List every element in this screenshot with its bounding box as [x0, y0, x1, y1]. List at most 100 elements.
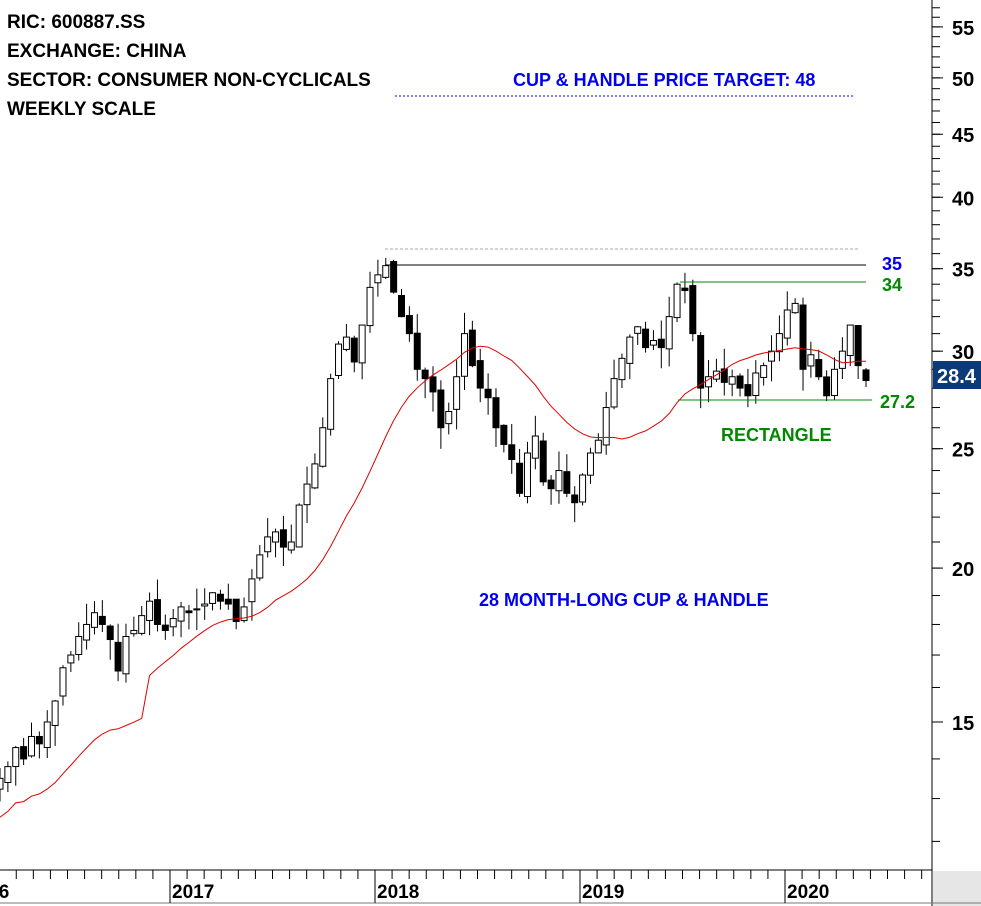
candle-up	[453, 376, 461, 410]
y-tick-label: 15	[952, 713, 974, 735]
candle-up	[618, 357, 626, 381]
candle-up	[272, 531, 280, 543]
axis-corner	[933, 871, 981, 906]
candle-up	[146, 600, 154, 621]
y-tick-label: 45	[952, 125, 974, 147]
candle-down	[815, 359, 823, 378]
candle-up	[12, 747, 20, 768]
candle-down	[114, 641, 122, 672]
y-tick-label: 55	[952, 18, 974, 40]
candle-down	[153, 599, 161, 625]
level-34-label: 34	[882, 275, 902, 295]
candle-up	[327, 378, 335, 430]
candle-down	[216, 593, 224, 602]
candle-down	[571, 494, 579, 504]
candle-down	[744, 384, 752, 397]
candle-down	[421, 369, 429, 380]
candle-up	[665, 316, 673, 350]
candle-up	[287, 541, 295, 551]
x-tick-label: 2016	[0, 882, 9, 903]
candle-down	[681, 287, 689, 292]
candle-down	[413, 332, 421, 370]
moving-average-line	[0, 345, 867, 818]
candle-up	[169, 618, 177, 628]
x-axis: 2016 2017 2018 2019 2020	[0, 870, 923, 903]
y-tick-label: 20	[952, 559, 974, 581]
candle-down	[657, 338, 665, 349]
candle-up	[303, 483, 311, 506]
candle-up	[626, 336, 634, 364]
candle-up	[83, 623, 91, 641]
candle-up	[610, 378, 618, 408]
candle-up	[27, 735, 35, 757]
candle-down	[539, 440, 547, 483]
candle-up	[728, 376, 736, 385]
candle-down	[500, 424, 508, 445]
candle-up	[838, 350, 846, 369]
candle-up	[649, 340, 657, 346]
candle-up	[138, 615, 146, 634]
candle-up	[752, 372, 760, 396]
y-axis: 15 20 25 30 35 40 45 50 55	[932, 7, 974, 842]
candle-up	[59, 667, 67, 697]
candle-down	[484, 388, 492, 399]
candle-up	[0, 777, 4, 790]
info-exchange: EXCHANGE: CHINA	[7, 41, 187, 62]
candle-down	[185, 610, 193, 614]
candle-down	[405, 315, 413, 335]
candle-down	[862, 369, 870, 381]
candle-up	[586, 452, 594, 476]
y-tick-label: 40	[952, 188, 974, 210]
candle-up	[67, 654, 75, 664]
candle-down	[516, 462, 524, 494]
candle-down	[437, 389, 445, 429]
candle-down	[492, 397, 500, 429]
candle-up	[358, 324, 366, 364]
candle-up	[342, 336, 350, 350]
candle-up	[760, 365, 768, 378]
candle-up	[634, 326, 642, 334]
candle-up	[75, 635, 83, 655]
candle-up	[523, 452, 531, 498]
candle-down	[193, 608, 201, 611]
candle-up	[201, 603, 209, 607]
candle-up	[531, 435, 539, 459]
y-tick-label: 35	[952, 260, 974, 282]
level-35-label: 35	[882, 254, 902, 274]
candle-up	[783, 309, 791, 339]
candle-up	[130, 629, 138, 635]
candle-up	[673, 283, 681, 319]
last-price-label: 28.4	[937, 366, 977, 388]
candle-down	[642, 328, 650, 349]
candle-down	[232, 598, 240, 622]
candle-down	[854, 325, 862, 367]
candle-up	[791, 302, 799, 314]
candle-down	[398, 294, 406, 318]
candle-down	[547, 479, 555, 490]
candle-up	[248, 578, 256, 603]
x-tick-label: 2018	[377, 882, 419, 903]
candle-up	[177, 606, 185, 622]
candle-down	[279, 529, 287, 548]
target-label: CUP & HANDLE PRICE TARGET: 48	[513, 70, 815, 90]
candle-up	[311, 463, 319, 489]
candle-up	[460, 333, 468, 377]
candle-down	[106, 625, 114, 641]
candle-up	[594, 439, 602, 454]
candle-up	[43, 721, 51, 749]
candle-up	[319, 427, 327, 467]
candle-down	[161, 624, 169, 631]
candle-up	[831, 368, 839, 397]
candle-up	[240, 606, 248, 622]
rectangle-label: RECTANGLE	[721, 425, 832, 445]
candle-down	[429, 376, 437, 393]
candle-up	[768, 350, 776, 362]
x-tick-label: 2017	[172, 882, 214, 903]
candle-down	[799, 304, 807, 370]
candle-up	[4, 766, 12, 783]
candle-up	[807, 354, 815, 367]
candle-down	[98, 615, 106, 625]
candle-up	[335, 343, 343, 377]
y-tick-label: 30	[952, 342, 974, 364]
candle-up	[256, 554, 264, 579]
